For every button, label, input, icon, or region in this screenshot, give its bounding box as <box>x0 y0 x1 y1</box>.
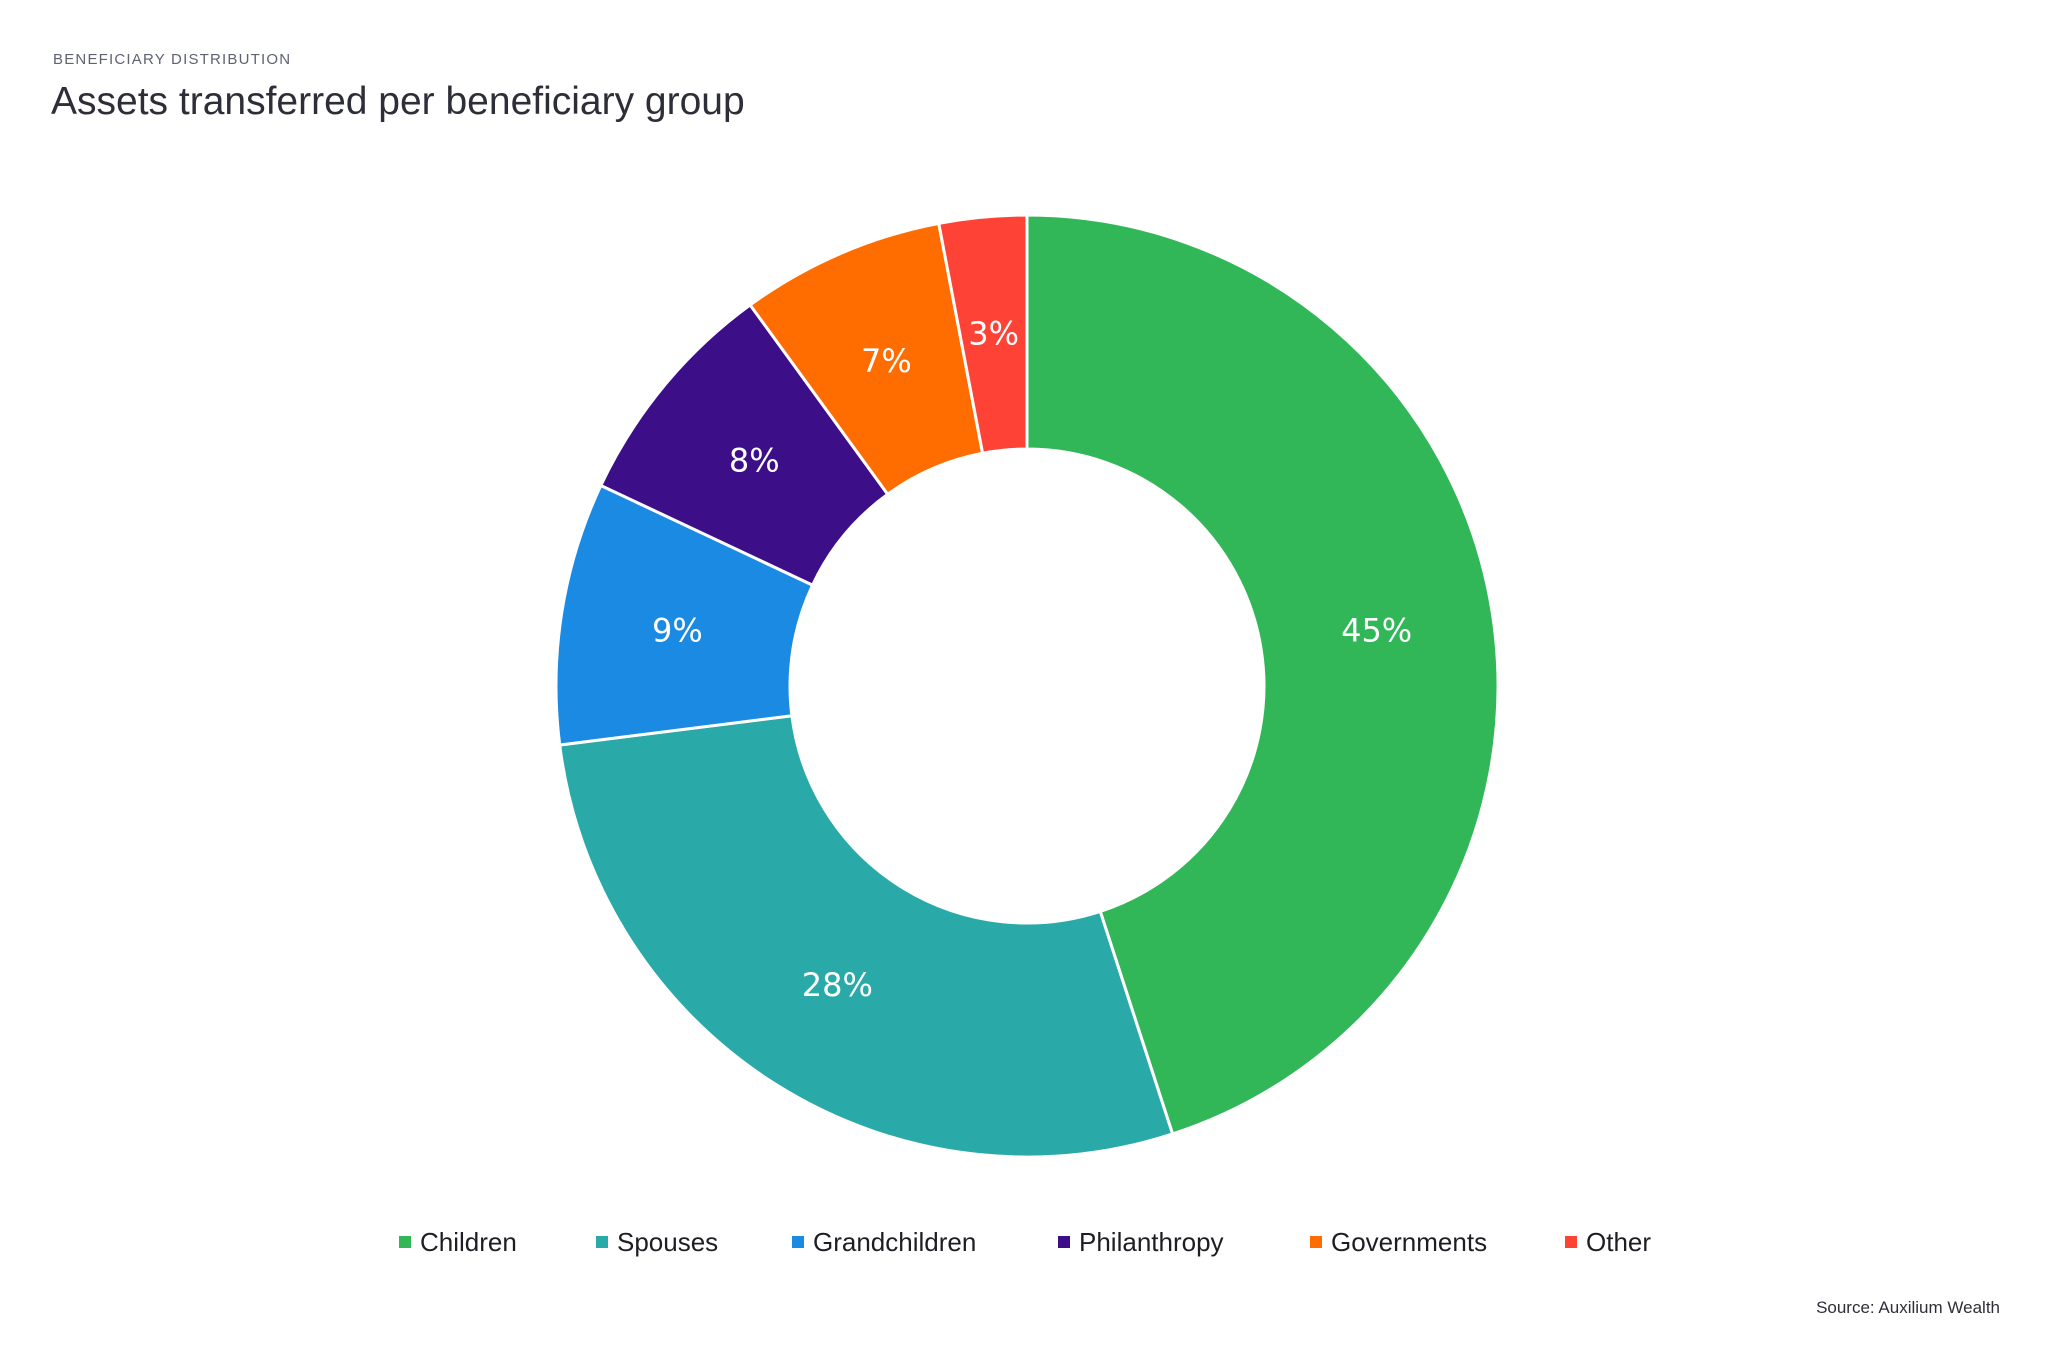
legend-swatch <box>1565 1236 1577 1248</box>
legend-swatch <box>1310 1236 1322 1248</box>
slice-label-other: 3% <box>968 315 1019 353</box>
donut-slices <box>554 213 1500 1159</box>
chart-title: Assets transferred per beneficiary group <box>51 80 745 123</box>
legend-label: Grandchildren <box>813 1226 977 1257</box>
legend-item-other: Other <box>1565 1222 1651 1262</box>
slice-spouses <box>558 714 1175 1159</box>
legend-item-spouses: Spouses <box>596 1222 718 1262</box>
legend-label: Children <box>420 1226 517 1257</box>
donut-labels: 45% 28% 9% 8% 7% 3% <box>652 315 1412 1004</box>
slice-other <box>936 213 1029 455</box>
legend-item-philanthropy: Philanthropy <box>1058 1222 1224 1262</box>
slice-children <box>1025 213 1500 1136</box>
legend-label: Other <box>1586 1226 1652 1257</box>
slice-label-philanthropy: 8% <box>729 441 780 479</box>
chart-legend: Children Spouses Grandchildren Philanthropy… <box>0 1222 2048 1262</box>
slice-label-grandchildren: 9% <box>652 612 703 650</box>
legend-label: Governments <box>1331 1226 1488 1257</box>
legend-swatch <box>792 1236 804 1248</box>
legend-item-grandchildren: Grandchildren <box>792 1222 976 1262</box>
legend-item-governments: Governments <box>1310 1222 1487 1262</box>
slice-label-governments: 7% <box>861 342 912 380</box>
legend-swatch <box>399 1236 411 1248</box>
legend-label: Spouses <box>617 1226 719 1257</box>
legend-swatch <box>1058 1236 1070 1248</box>
source-note: Source: Auxilium Wealth <box>1816 1298 2000 1317</box>
legend-label: Philanthropy <box>1079 1226 1224 1257</box>
legend-swatch <box>596 1236 608 1248</box>
chart-eyebrow: BENEFICIARY DISTRIBUTION <box>53 51 292 68</box>
legend-item-children: Children <box>399 1222 517 1262</box>
slice-label-children: 45% <box>1341 612 1412 650</box>
slice-label-spouses: 28% <box>802 966 873 1004</box>
